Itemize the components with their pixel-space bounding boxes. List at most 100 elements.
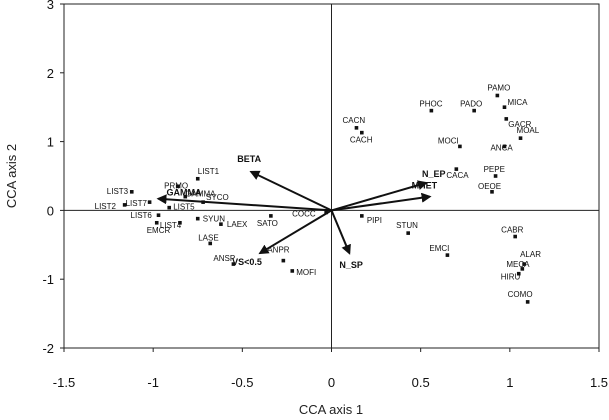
species-label-stun: STUN	[396, 221, 418, 230]
species-label-emci: EMCI	[429, 244, 449, 253]
species-point-syco	[201, 200, 205, 204]
species-point-list3	[129, 190, 134, 194]
vector-arrow-n-sp	[330, 210, 351, 255]
species-point-cach	[360, 130, 364, 135]
species-label-emcr: EMCR	[147, 226, 171, 235]
species-label-sato: SATO	[257, 219, 278, 228]
species-label-moci: MOCI	[438, 136, 459, 145]
x-tick-label: 0	[328, 375, 335, 390]
species-label-anca: ANCA	[490, 143, 513, 152]
species-label-anpr: ANPR	[267, 246, 289, 255]
species-point-syun	[195, 216, 200, 221]
y-tick-label: 1	[47, 135, 54, 150]
species-label-pamo: PAMO	[487, 84, 510, 93]
x-tick-label: -0.5	[231, 375, 253, 390]
vector-label-vs-0-5: VS<0.5	[232, 257, 262, 267]
species-point-list6	[156, 213, 161, 218]
y-tick-label: 3	[47, 0, 54, 12]
species-label-caca: CACA	[446, 171, 469, 180]
species-point-caca	[454, 167, 459, 171]
species-label-moal: MOAL	[517, 126, 540, 135]
species-label-list6: LIST6	[131, 211, 153, 220]
species-label-pado: PADO	[460, 100, 482, 109]
species-point-laex	[219, 222, 223, 226]
species-point-prmo	[176, 184, 180, 189]
species-label-syun: SYUN	[203, 215, 225, 224]
species-label-cabr: CABR	[501, 226, 523, 235]
species-label-list3: LIST3	[107, 187, 129, 196]
species-point-list4	[178, 220, 182, 225]
species-label-mofi: MOFI	[296, 268, 316, 277]
species-point-cabr	[513, 234, 517, 239]
species-label-list5: LIST5	[173, 203, 195, 212]
species-point-pado	[472, 108, 476, 113]
species-label-cacn: CACN	[342, 116, 365, 125]
x-axis-title: CCA axis 1	[299, 402, 363, 417]
species-point-pamo	[495, 93, 500, 98]
species-point-list2	[122, 203, 127, 207]
x-tick-label: -1.5	[53, 375, 75, 390]
vector-label-n-ep: N_EP	[422, 169, 446, 179]
species-point-list5	[167, 205, 172, 210]
species-label-phoc: PHOC	[419, 100, 442, 109]
species-label-lase: LASE	[198, 233, 218, 242]
vector-label-gamma: GAMMA	[167, 188, 202, 198]
species-point-anpr	[281, 258, 286, 263]
environmental-vectors: BETA GAMMA N_EP MHET VS<0.5 N_SP	[156, 154, 446, 270]
species-point-mica	[502, 105, 507, 109]
x-tick-label: 1	[506, 375, 513, 390]
species-label-hiru: HIRU	[501, 273, 521, 282]
species-point-stun	[406, 231, 410, 235]
vector-arrow-gamma	[156, 194, 332, 212]
species-label-alar: ALAR	[520, 250, 541, 259]
x-tick-label: 0.5	[412, 375, 430, 390]
y-axis-ticks: -2 -1 0 1 2 3	[42, 0, 64, 356]
vector-label-mhet: MHET	[412, 181, 438, 191]
species-point-cocc	[324, 210, 328, 215]
species-point-list1	[195, 176, 200, 181]
species-label-laex: LAEX	[227, 220, 248, 229]
x-tick-label: -1	[147, 375, 159, 390]
vector-arrow-beta	[249, 170, 332, 212]
species-point-mofi	[290, 269, 295, 273]
species-point-pipi	[360, 214, 364, 218]
species-point-sato	[269, 214, 273, 218]
species-point-hiru	[516, 271, 521, 276]
species-point-pepe	[493, 174, 498, 178]
species-label-list1: LIST1	[198, 167, 220, 176]
species-point-ansp	[231, 262, 236, 266]
species-point-phoc	[429, 108, 434, 113]
species-point-cacn	[354, 126, 359, 130]
y-tick-label: 0	[47, 203, 54, 218]
species-label-gamma: GAMMA	[185, 190, 216, 199]
species-label-oeoe: OEOE	[478, 182, 501, 191]
species-label-pepe: PEPE	[484, 165, 505, 174]
species-point-oeoe	[490, 190, 494, 194]
vector-label-n-sp: N_SP	[339, 260, 363, 270]
species-label-syco: SYCO	[206, 193, 229, 202]
species-point-emci	[445, 253, 450, 257]
species-point-anca	[502, 144, 507, 149]
vector-label-beta: BETA	[237, 154, 261, 164]
x-tick-label: 1.5	[590, 375, 608, 390]
species-label-pipi: PIPI	[367, 216, 382, 225]
species-label-list4: LIST4	[160, 221, 182, 230]
species-point-como	[525, 300, 530, 304]
species-label-list2: LIST2	[95, 202, 117, 211]
y-tick-label: -1	[42, 272, 54, 287]
species-label-cocc: COCC	[292, 209, 316, 218]
x-axis-ticks: -1.5 -1 -0.5 0 0.5 1 1.5	[53, 348, 608, 390]
species-label-list7: LIST7	[126, 199, 148, 208]
vector-arrow-mhet	[331, 192, 432, 212]
species-label-mica: MICA	[507, 98, 528, 107]
species-point-emcr	[154, 220, 159, 225]
species-point-gacr	[504, 117, 509, 121]
species-point-alar	[522, 262, 526, 266]
species-point-gamma	[183, 194, 188, 199]
species-label-prmo: PRMO	[164, 181, 188, 190]
species-label-gacr: GACR	[508, 120, 531, 129]
species-label-cach: CACH	[350, 136, 373, 145]
species-point-meca	[520, 267, 525, 271]
